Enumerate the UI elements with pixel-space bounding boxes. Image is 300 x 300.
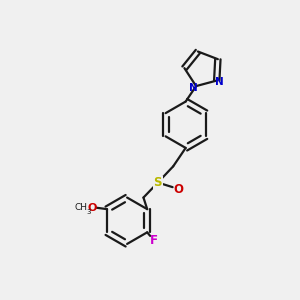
Text: F: F: [150, 234, 158, 247]
Text: N: N: [189, 83, 198, 94]
Text: O: O: [173, 183, 183, 196]
Text: O: O: [87, 203, 97, 213]
Text: N: N: [215, 77, 224, 87]
Text: 3: 3: [86, 209, 91, 215]
Text: S: S: [154, 176, 162, 189]
Text: CH: CH: [75, 203, 88, 212]
